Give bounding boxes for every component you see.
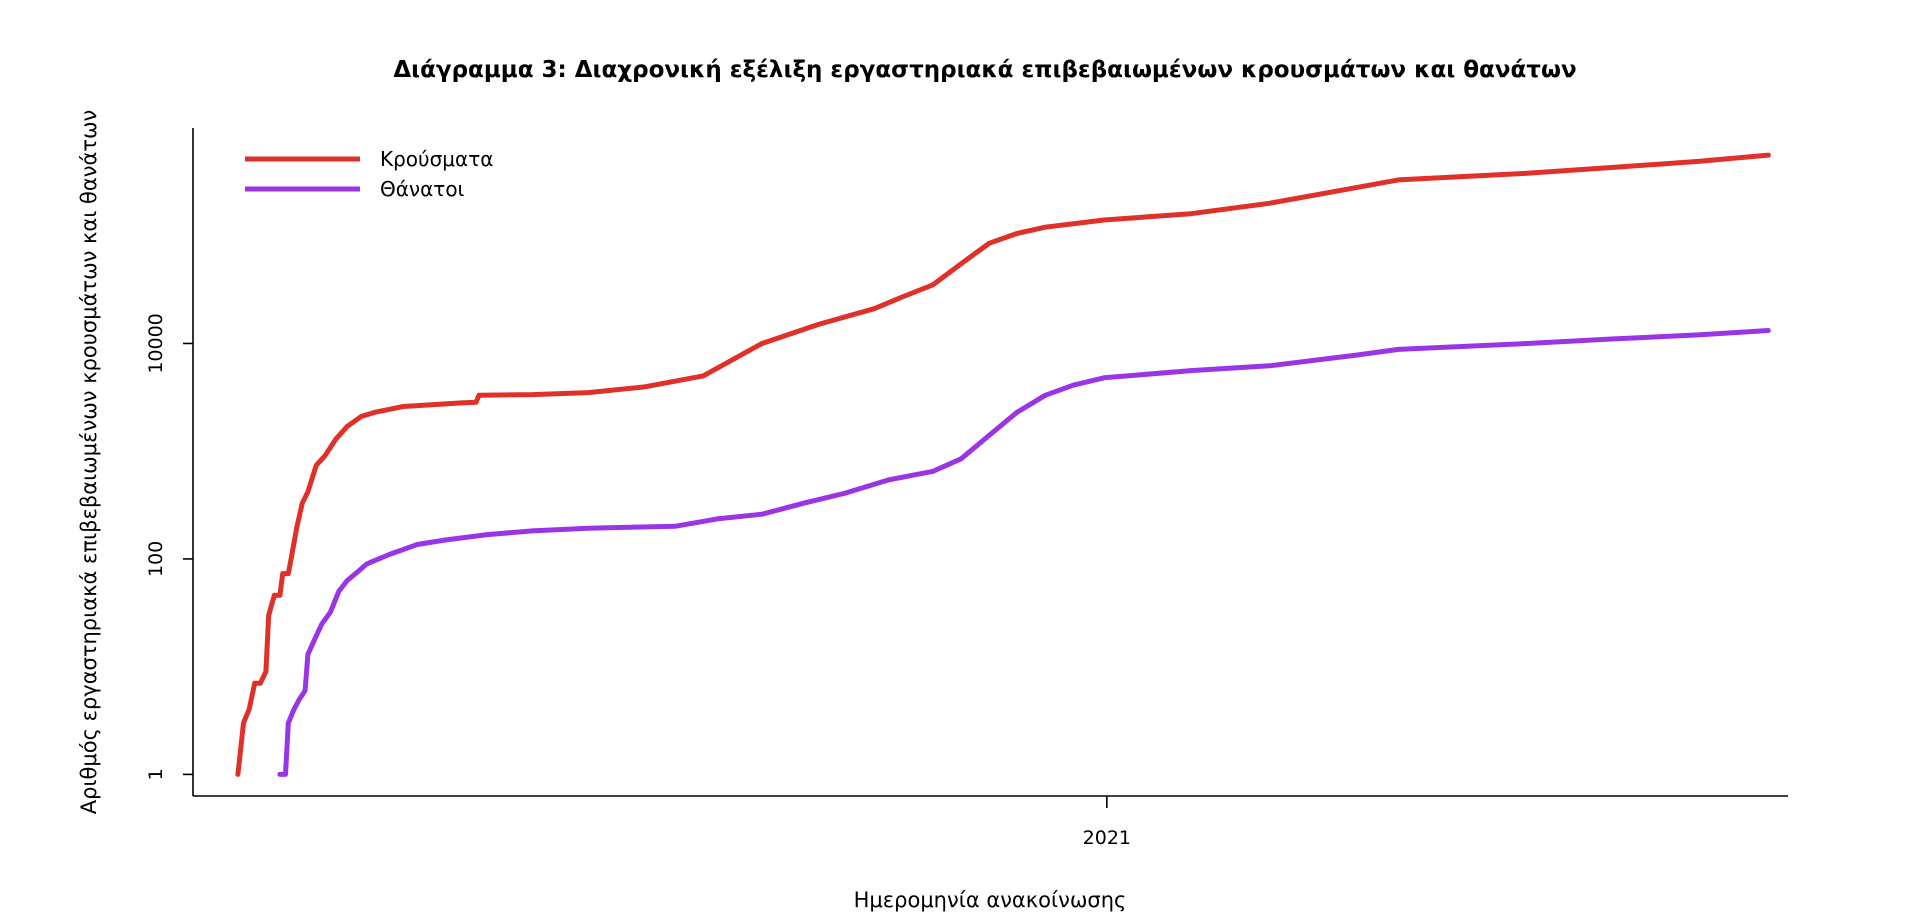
y-tick-label: 100: [145, 541, 167, 577]
series-lines: [235, 152, 1771, 777]
legend-label-deaths: Θάνατοι: [380, 177, 465, 201]
y-tick-label: 10000: [145, 313, 167, 373]
plot-area: 1 100 10000 2021: [145, 128, 1788, 849]
legend: Κρούσματα Θάνατοι: [245, 147, 493, 201]
y-axis-ticks: 1 100 10000: [145, 313, 193, 780]
legend-label-cases: Κρούσματα: [380, 147, 493, 171]
y-tick-label: 1: [145, 768, 167, 780]
x-axis-label: Ημερομηνία ανακοίνωσης: [854, 888, 1127, 912]
y-axis-label: Αριθμός εργαστηριακά επιβεβαιωμένων κρου…: [77, 110, 101, 815]
x-tick-label: 2021: [1083, 827, 1131, 849]
chart-title: Διάγραμμα 3: Διαχρονική εξέλιξη εργαστηρ…: [393, 57, 1576, 83]
x-axis-ticks: 2021: [1083, 796, 1131, 849]
series-line-cases: [235, 152, 1771, 777]
series-line-deaths: [277, 328, 1771, 777]
